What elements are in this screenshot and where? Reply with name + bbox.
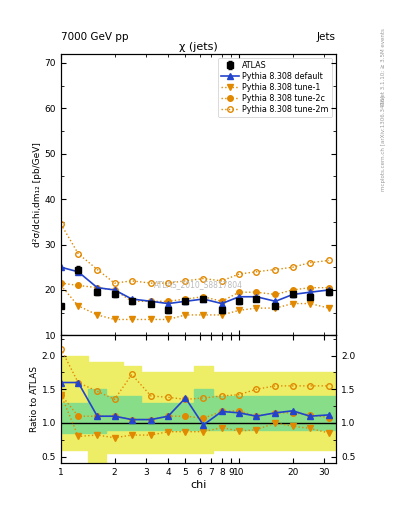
Pythia 8.308 tune-2m <box>237 271 241 277</box>
Pythia 8.308 tune-1 <box>95 312 100 318</box>
Pythia 8.308 tune-2c <box>327 285 331 291</box>
Pythia 8.308 tune-2m <box>290 264 295 270</box>
Pythia 8.308 tune-2m <box>149 280 153 286</box>
Line: Pythia 8.308 default: Pythia 8.308 default <box>58 265 332 306</box>
Pythia 8.308 default <box>95 285 100 291</box>
Pythia 8.308 tune-1 <box>149 316 153 323</box>
Pythia 8.308 tune-2c <box>149 298 153 304</box>
Pythia 8.308 tune-2m <box>327 258 331 264</box>
Pythia 8.308 default <box>76 269 81 275</box>
Pythia 8.308 tune-1 <box>112 316 117 323</box>
Pythia 8.308 tune-1 <box>183 312 188 318</box>
Pythia 8.308 tune-1 <box>327 305 331 311</box>
Text: mcplots.cern.ch [arXiv:1306.3436]: mcplots.cern.ch [arXiv:1306.3436] <box>381 96 386 191</box>
Pythia 8.308 default <box>327 287 331 293</box>
Pythia 8.308 tune-2m <box>308 260 312 266</box>
Pythia 8.308 default <box>149 298 153 304</box>
Pythia 8.308 default <box>219 301 224 307</box>
Pythia 8.308 default <box>290 291 295 297</box>
Pythia 8.308 tune-1 <box>76 303 81 309</box>
Pythia 8.308 default <box>237 294 241 300</box>
Line: Pythia 8.308 tune-2m: Pythia 8.308 tune-2m <box>58 221 332 286</box>
Pythia 8.308 default <box>59 264 63 270</box>
Pythia 8.308 tune-2m <box>201 275 206 282</box>
Pythia 8.308 tune-2c <box>273 291 278 297</box>
Y-axis label: Ratio to ATLAS: Ratio to ATLAS <box>30 367 39 432</box>
Line: Pythia 8.308 tune-1: Pythia 8.308 tune-1 <box>58 283 332 322</box>
Pythia 8.308 tune-2m <box>166 280 171 286</box>
Pythia 8.308 tune-2c <box>129 298 134 304</box>
Pythia 8.308 tune-2m <box>59 221 63 227</box>
Pythia 8.308 tune-2m <box>219 278 224 284</box>
Pythia 8.308 default <box>201 296 206 302</box>
Pythia 8.308 tune-1 <box>273 305 278 311</box>
Pythia 8.308 tune-2c <box>201 294 206 300</box>
Legend: ATLAS, Pythia 8.308 default, Pythia 8.308 tune-1, Pythia 8.308 tune-2c, Pythia 8: ATLAS, Pythia 8.308 default, Pythia 8.30… <box>218 58 332 117</box>
Pythia 8.308 tune-2c <box>308 285 312 291</box>
Text: 7000 GeV pp: 7000 GeV pp <box>61 32 129 42</box>
Pythia 8.308 default <box>183 298 188 304</box>
Pythia 8.308 tune-1 <box>254 305 259 311</box>
Pythia 8.308 tune-2c <box>76 282 81 288</box>
Pythia 8.308 default <box>254 294 259 300</box>
X-axis label: chi: chi <box>190 480 207 490</box>
Pythia 8.308 tune-1 <box>308 301 312 307</box>
Pythia 8.308 tune-2m <box>95 266 100 272</box>
Pythia 8.308 tune-2c <box>237 289 241 295</box>
Pythia 8.308 tune-2m <box>112 280 117 286</box>
Pythia 8.308 tune-2c <box>112 287 117 293</box>
Pythia 8.308 tune-1 <box>237 307 241 313</box>
Pythia 8.308 tune-2m <box>183 278 188 284</box>
Text: ATLAS_2010_S8817804: ATLAS_2010_S8817804 <box>154 280 243 289</box>
Text: Rivet 3.1.10; ≥ 3.5M events: Rivet 3.1.10; ≥ 3.5M events <box>381 28 386 105</box>
Pythia 8.308 default <box>308 289 312 295</box>
Pythia 8.308 tune-2m <box>273 266 278 272</box>
Pythia 8.308 tune-1 <box>290 301 295 307</box>
Pythia 8.308 tune-1 <box>201 312 206 318</box>
Pythia 8.308 default <box>166 301 171 307</box>
Pythia 8.308 tune-2c <box>166 298 171 304</box>
Pythia 8.308 tune-2m <box>129 278 134 284</box>
Pythia 8.308 default <box>112 287 117 293</box>
Pythia 8.308 tune-2c <box>183 296 188 302</box>
Pythia 8.308 tune-2c <box>219 298 224 304</box>
Line: Pythia 8.308 tune-2c: Pythia 8.308 tune-2c <box>58 281 332 304</box>
Pythia 8.308 tune-1 <box>166 316 171 323</box>
Pythia 8.308 tune-2m <box>254 269 259 275</box>
Pythia 8.308 tune-2m <box>76 250 81 257</box>
Pythia 8.308 tune-1 <box>59 282 63 288</box>
Title: χ (jets): χ (jets) <box>179 41 218 52</box>
Pythia 8.308 tune-1 <box>129 316 134 323</box>
Pythia 8.308 tune-2c <box>254 289 259 295</box>
Pythia 8.308 default <box>129 296 134 302</box>
Pythia 8.308 tune-2c <box>59 280 63 286</box>
Pythia 8.308 default <box>273 298 278 304</box>
Pythia 8.308 tune-2c <box>290 287 295 293</box>
Pythia 8.308 tune-1 <box>219 312 224 318</box>
Pythia 8.308 tune-2c <box>95 285 100 291</box>
Text: Jets: Jets <box>317 32 336 42</box>
Y-axis label: d²σ/dchi,dm₁₂ [pb/GeV]: d²σ/dchi,dm₁₂ [pb/GeV] <box>33 142 42 247</box>
